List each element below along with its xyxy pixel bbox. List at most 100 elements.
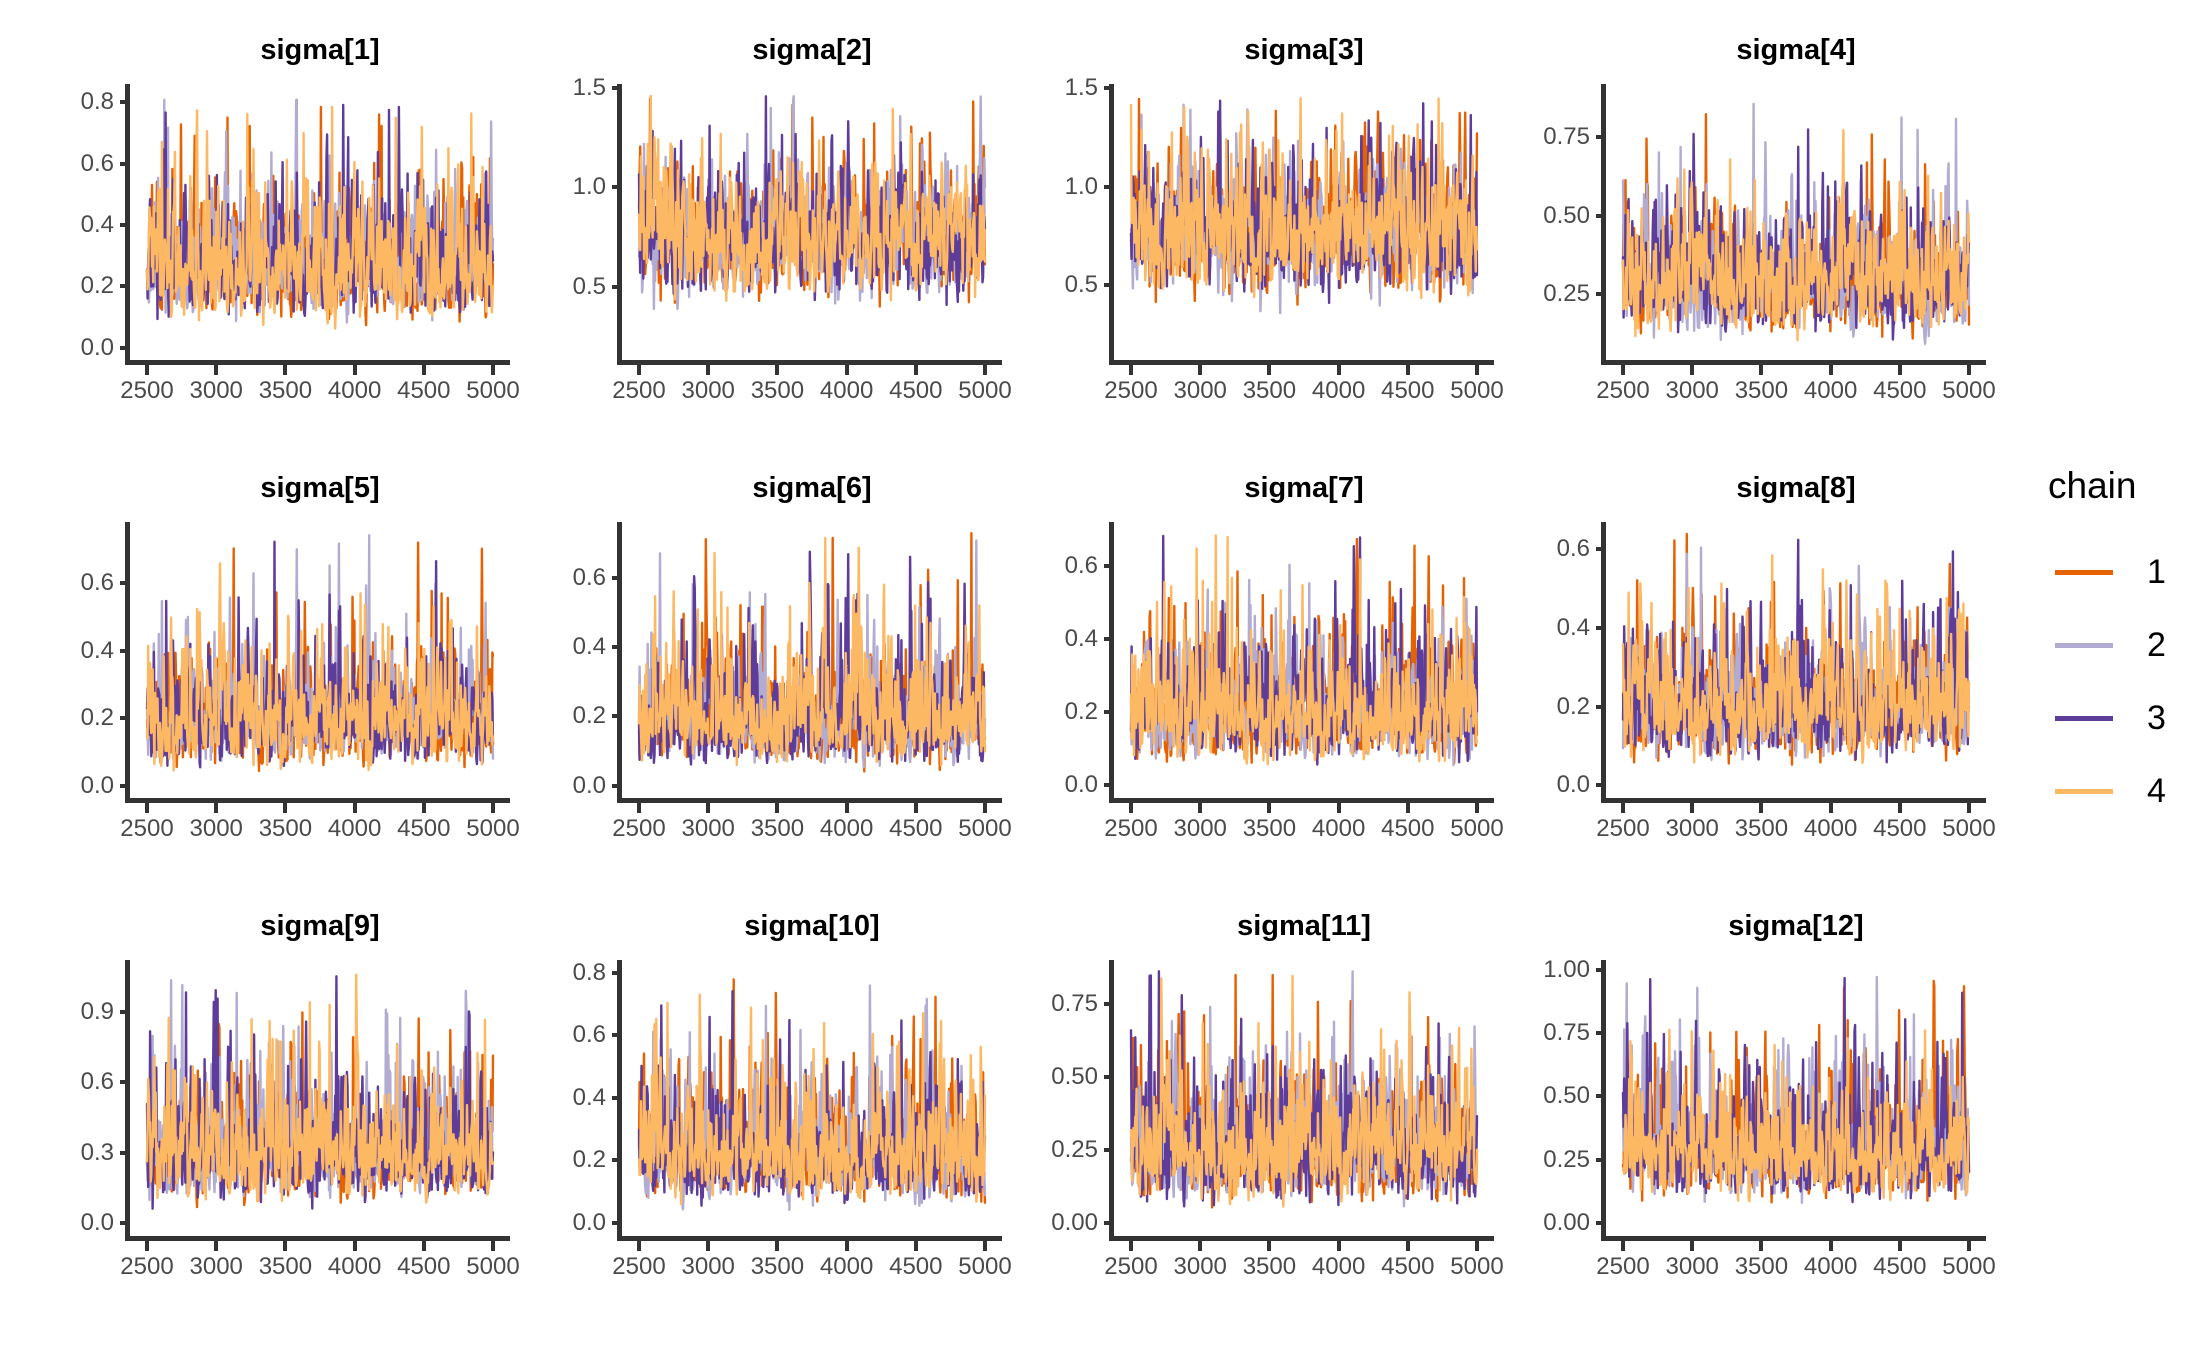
y-axis-line [125, 960, 130, 1241]
panel-plot-area: 2500 3000 3500 4000 4500 5000 [612, 84, 1012, 404]
panel-plot-area: 2500 3000 3500 4000 4500 5000 [1596, 960, 1996, 1280]
legend-title: chain [2048, 464, 2137, 506]
y-axis-line [617, 960, 622, 1241]
y-tick-label: 0.6 [572, 563, 606, 591]
y-axis: 0.0 0.2 0.4 0.6 0.8 [38, 84, 130, 361]
x-tick-mark [1967, 803, 1971, 813]
x-tick-label: 3000 [1665, 377, 1719, 404]
x-tick-mark [1897, 365, 1902, 375]
mcmc-trace-lines [145, 534, 495, 773]
facet-panel: sigma[5] 0.0 0.2 0.4 0.6 2500 3000 3500 4000 4500… [38, 460, 530, 898]
y-axis: 0.0 0.2 0.4 0.6 [38, 522, 130, 799]
y-axis-line [617, 522, 622, 803]
x-tick-mark [1759, 1241, 1764, 1251]
y-tick-label: 0.25 [1543, 1145, 1590, 1173]
panel-body: 0.00 0.25 0.50 0.75 1.00 2500 3000 3500 4000 4500… [1514, 956, 2006, 1280]
x-axis-line [125, 360, 510, 365]
trace-line-chain-4 [637, 536, 987, 767]
y-tick-label: 0.4 [80, 211, 114, 239]
x-tick-mark [1828, 365, 1833, 375]
x-tick-label: 3500 [1242, 1253, 1297, 1280]
y-axis-line [1109, 522, 1114, 803]
x-tick-label: 4500 [889, 377, 943, 404]
x-tick-mark [844, 803, 849, 813]
x-tick-label: 3500 [750, 377, 805, 404]
y-tick-label: 1.00 [1543, 956, 1590, 984]
y-tick-label: 0.2 [80, 704, 114, 732]
legend-entry-chain-3: 3 [2055, 699, 2206, 738]
x-tick-label: 3500 [1242, 377, 1297, 404]
x-tick-label: 4000 [327, 377, 382, 404]
x-tick-label: 3000 [1173, 815, 1227, 842]
trace-line-chain-4 [1129, 534, 1479, 766]
x-tick-mark [1967, 1241, 1971, 1251]
y-axis: 0.0 0.2 0.4 0.6 [1022, 522, 1114, 798]
x-tick-mark [983, 1241, 987, 1251]
y-axis: 0.0 0.2 0.4 0.6 [530, 522, 622, 799]
x-tick-label: 5000 [958, 377, 1012, 404]
y-tick-label: 0.50 [1543, 201, 1590, 229]
x-tick-label: 4500 [889, 815, 943, 842]
x-tick-mark [1267, 365, 1272, 375]
x-tick-label: 2500 [120, 1253, 174, 1280]
x-tick-mark [1690, 365, 1695, 375]
x-tick-mark [1690, 803, 1695, 813]
x-tick-label: 3500 [258, 1253, 313, 1280]
x-tick-label: 3500 [258, 377, 313, 404]
x-tick-label: 4000 [819, 815, 874, 842]
x-tick-mark [983, 365, 987, 375]
facet-panel: sigma[4] 0.25 0.50 0.75 2500 3000 3500 4000 4500… [1514, 22, 2006, 460]
x-tick-mark [283, 1241, 288, 1251]
y-axis-line [1109, 84, 1114, 365]
y-tick-label: 0.25 [1543, 280, 1590, 308]
panel-title: sigma[4] [1736, 34, 1856, 66]
y-tick-label: 1.5 [572, 73, 606, 101]
trace-line-chain-4 [1621, 129, 1971, 342]
x-axis-line [617, 798, 1002, 803]
x-tick-mark [1897, 1241, 1902, 1251]
legend-label: 3 [2147, 698, 2166, 737]
panel-plot-area: 2500 3000 3500 4000 4500 5000 [1596, 522, 1996, 842]
mcmc-trace-lines [637, 94, 987, 311]
y-axis: 0.0 0.2 0.4 0.6 0.8 [530, 959, 622, 1236]
x-axis-line [1109, 798, 1494, 803]
y-tick-label: 0.25 [1051, 1135, 1098, 1163]
x-tick-label: 4000 [819, 377, 874, 404]
x-tick-mark [352, 803, 357, 813]
x-axis-line [617, 1236, 1002, 1241]
y-tick-label: 0.0 [572, 1208, 606, 1236]
mcmc-trace-lines [637, 531, 987, 773]
x-tick-label: 3000 [1173, 1253, 1227, 1280]
x-tick-mark [706, 365, 711, 375]
y-tick-label: 0.6 [80, 1068, 114, 1096]
x-tick-mark [913, 1241, 918, 1251]
y-tick-label: 0.0 [80, 1209, 114, 1237]
x-tick-mark [1690, 1241, 1695, 1251]
x-tick-label: 4500 [1381, 1253, 1435, 1280]
x-axis-line [1601, 1236, 1986, 1241]
mcmc-trace-lines [1621, 532, 1971, 766]
panel-title: sigma[3] [1244, 34, 1364, 66]
x-tick-label: 5000 [1450, 1253, 1504, 1280]
y-tick-label: 0.6 [572, 1021, 606, 1049]
trace-line-chain-4 [1129, 97, 1479, 300]
y-tick-label: 0.4 [80, 636, 114, 664]
panel-body: 0.5 1.0 1.5 2500 3000 3500 4000 4500 5000 [530, 74, 1022, 404]
y-tick-label: 0.8 [80, 88, 114, 116]
x-axis-line [1601, 798, 1986, 803]
x-tick-label: 4500 [889, 1253, 943, 1280]
x-tick-label: 2500 [1596, 815, 1650, 842]
x-tick-mark [637, 1241, 641, 1251]
x-tick-mark [214, 1241, 219, 1251]
x-tick-mark [214, 803, 219, 813]
y-axis-line [617, 84, 622, 365]
y-tick-label: 0.75 [1543, 123, 1590, 151]
y-tick-label: 0.00 [1051, 1208, 1098, 1236]
trace-line-chain-4 [1621, 1028, 1971, 1203]
x-tick-mark [913, 803, 918, 813]
trace-line-chain-4 [637, 993, 987, 1206]
facet-panel: sigma[8] 0.0 0.2 0.4 0.6 2500 3000 3500 4000 4500… [1514, 460, 2006, 898]
x-tick-label: 3000 [1665, 815, 1719, 842]
panel-body: 0.0 0.2 0.4 0.6 2500 3000 3500 4000 4500 5000 [38, 522, 530, 842]
x-tick-label: 3500 [1734, 1253, 1789, 1280]
